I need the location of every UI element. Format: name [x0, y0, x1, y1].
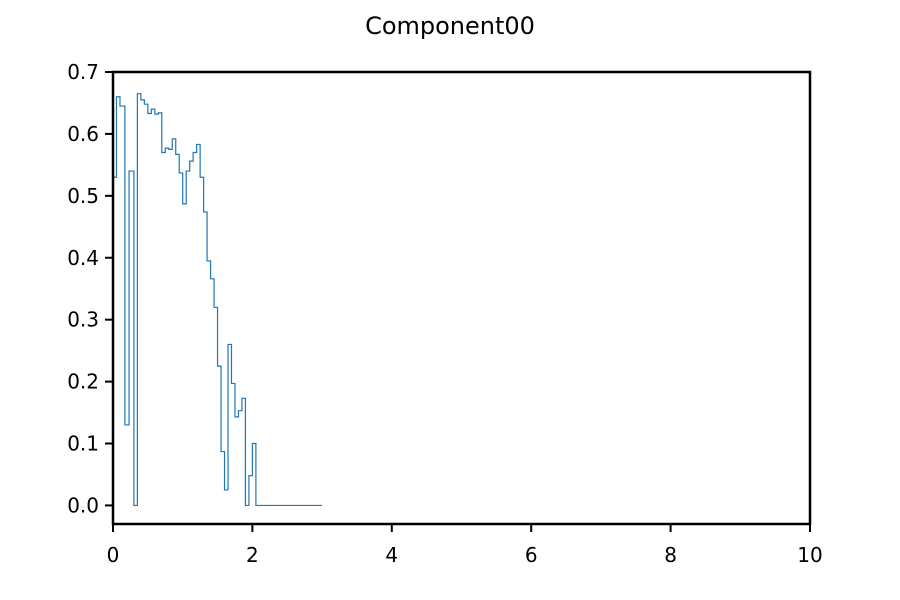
x-tick-label: 0 — [107, 543, 120, 567]
axis-ticks: 0 2 4 6 8 10 0.0 0.1 0.2 0.3 0.4 0.5 0.6 0.7 — [67, 60, 823, 567]
x-tick-label: 8 — [664, 543, 677, 567]
chart-title: Component00 — [365, 12, 535, 40]
y-tick-label: 0.7 — [67, 60, 99, 84]
x-tick-label: 6 — [525, 543, 538, 567]
y-tick-label: 0.3 — [67, 308, 99, 332]
series-layer — [113, 93, 323, 507]
y-tick-label: 0.1 — [67, 432, 99, 456]
y-tick-label: 0.2 — [67, 370, 99, 394]
plot-frame — [111, 70, 812, 526]
y-tick-label: 0.4 — [67, 246, 99, 270]
x-tick-label: 4 — [385, 543, 398, 567]
y-tick-label: 0.0 — [67, 493, 99, 517]
x-tick-label: 2 — [246, 543, 259, 567]
series-line — [113, 93, 323, 507]
x-tick-label: 10 — [797, 543, 822, 567]
y-tick-label: 0.5 — [67, 184, 99, 208]
y-tick-label: 0.6 — [67, 122, 99, 146]
